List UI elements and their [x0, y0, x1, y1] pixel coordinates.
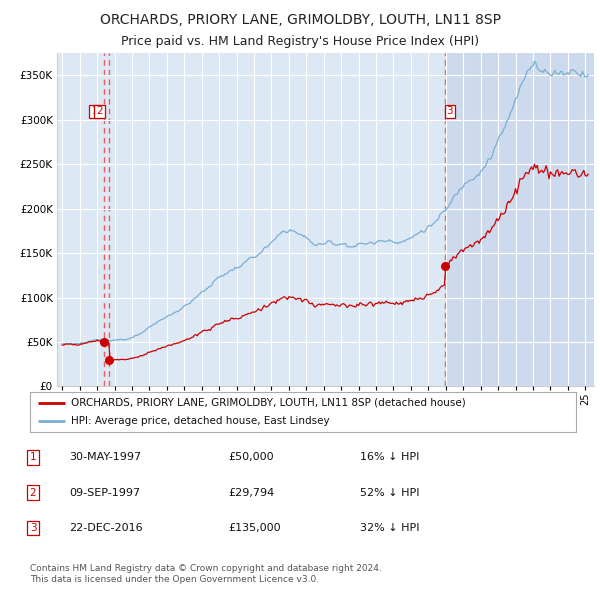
Text: Contains HM Land Registry data © Crown copyright and database right 2024.: Contains HM Land Registry data © Crown c…	[30, 565, 382, 573]
Text: ORCHARDS, PRIORY LANE, GRIMOLDBY, LOUTH, LN11 8SP (detached house): ORCHARDS, PRIORY LANE, GRIMOLDBY, LOUTH,…	[71, 398, 466, 408]
Text: 1: 1	[29, 453, 37, 462]
Text: 16% ↓ HPI: 16% ↓ HPI	[360, 453, 419, 462]
Bar	[445, 53, 594, 386]
Text: 2: 2	[29, 488, 37, 497]
Text: 32% ↓ HPI: 32% ↓ HPI	[360, 523, 419, 533]
Text: £50,000: £50,000	[228, 453, 274, 462]
Text: Price paid vs. HM Land Registry's House Price Index (HPI): Price paid vs. HM Land Registry's House …	[121, 35, 479, 48]
Text: 22-DEC-2016: 22-DEC-2016	[69, 523, 143, 533]
Text: HPI: Average price, detached house, East Lindsey: HPI: Average price, detached house, East…	[71, 416, 329, 426]
Text: 3: 3	[446, 106, 453, 116]
Text: 30-MAY-1997: 30-MAY-1997	[69, 453, 141, 462]
Text: 3: 3	[29, 523, 37, 533]
Text: 1: 1	[91, 106, 98, 116]
Text: 52% ↓ HPI: 52% ↓ HPI	[360, 488, 419, 497]
Text: 2: 2	[96, 106, 103, 116]
Text: £29,794: £29,794	[228, 488, 274, 497]
Text: This data is licensed under the Open Government Licence v3.0.: This data is licensed under the Open Gov…	[30, 575, 319, 584]
Text: 09-SEP-1997: 09-SEP-1997	[69, 488, 140, 497]
Text: ORCHARDS, PRIORY LANE, GRIMOLDBY, LOUTH, LN11 8SP: ORCHARDS, PRIORY LANE, GRIMOLDBY, LOUTH,…	[100, 13, 500, 27]
Text: £135,000: £135,000	[228, 523, 281, 533]
